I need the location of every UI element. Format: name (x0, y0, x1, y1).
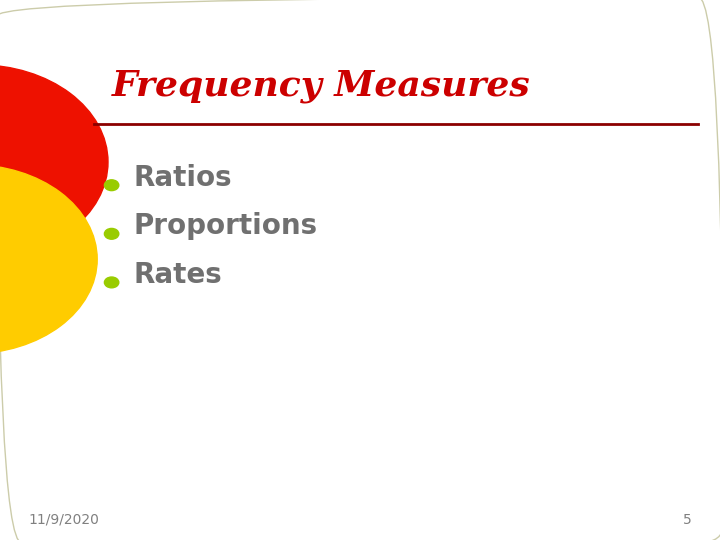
Circle shape (104, 277, 119, 288)
Text: Frequency Measures: Frequency Measures (112, 69, 531, 103)
Text: Ratios: Ratios (133, 164, 232, 192)
Circle shape (104, 228, 119, 239)
Text: 11/9/2020: 11/9/2020 (29, 512, 99, 526)
Text: Proportions: Proportions (133, 212, 318, 240)
Circle shape (104, 180, 119, 191)
Text: Rates: Rates (133, 261, 222, 289)
Circle shape (0, 65, 108, 259)
Text: 5: 5 (683, 512, 691, 526)
Circle shape (0, 165, 97, 354)
